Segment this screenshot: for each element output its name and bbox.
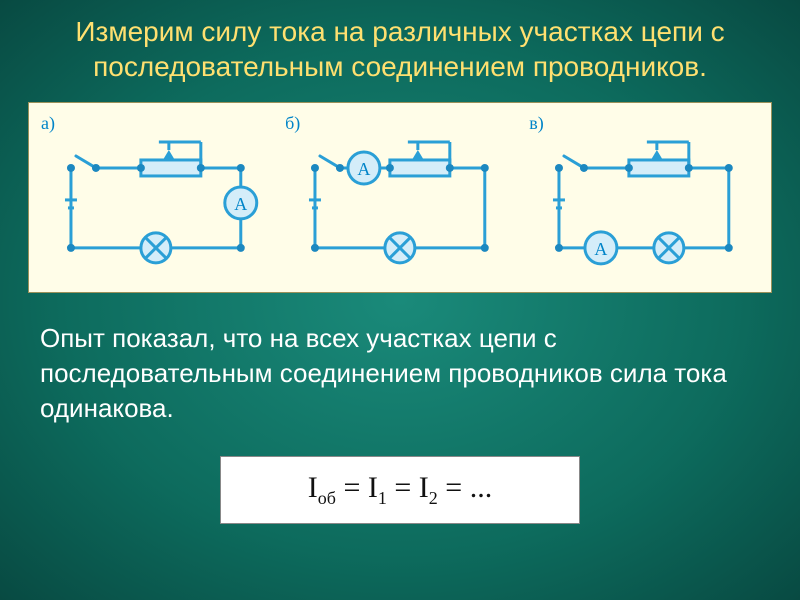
- formula: Iоб = I1 = I2 = ...: [308, 471, 492, 504]
- svg-text:A: A: [234, 194, 247, 214]
- circuit-a-svg: A: [41, 138, 271, 278]
- formula-box: Iоб = I1 = I2 = ...: [220, 456, 580, 524]
- circuit-a: а) A: [41, 113, 271, 278]
- circuit-a-label: а): [41, 113, 271, 134]
- svg-text:A: A: [358, 159, 371, 179]
- slide-title: Измерим силу тока на различных участках …: [0, 0, 800, 94]
- circuit-b-label: б): [285, 113, 515, 134]
- circuit-c-label: в): [529, 113, 759, 134]
- circuit-diagram-panel: а) A: [28, 102, 772, 293]
- circuit-b-svg: A: [285, 138, 515, 278]
- slide-body-text: Опыт показал, что на всех участках цепи …: [0, 293, 800, 426]
- circuit-b: б) A: [285, 113, 515, 278]
- circuit-c: в) A: [529, 113, 759, 278]
- circuit-c-svg: A: [529, 138, 759, 278]
- svg-text:A: A: [595, 239, 608, 259]
